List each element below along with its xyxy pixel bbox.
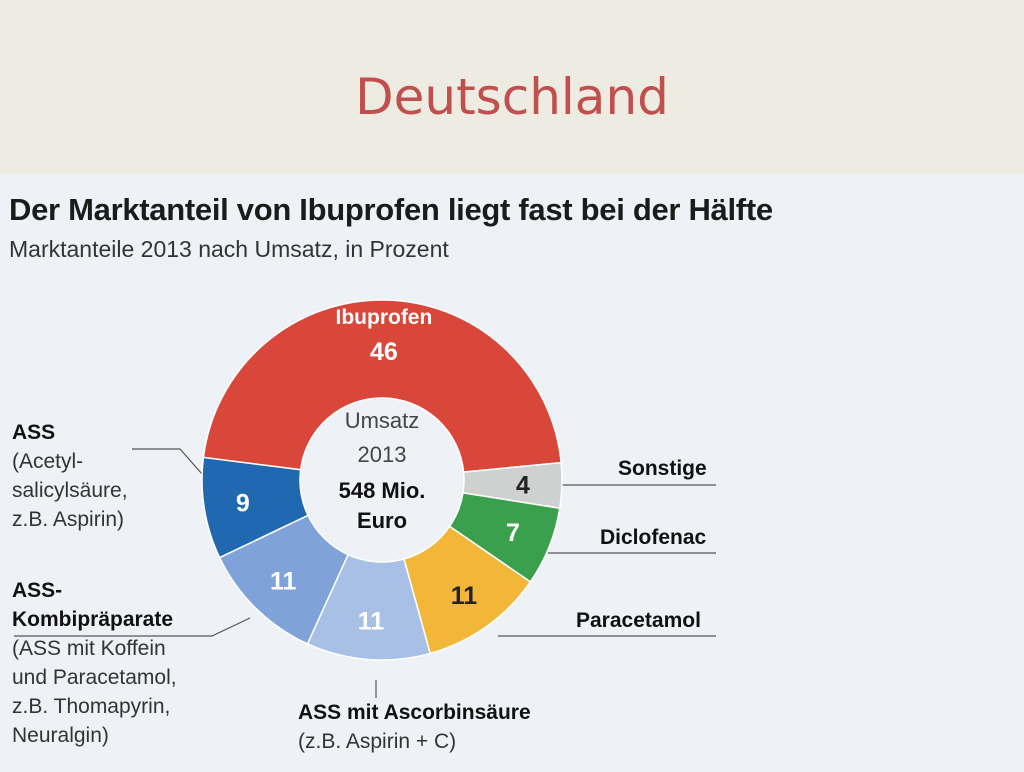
center-text-line-4: Euro <box>357 508 407 533</box>
label-paracetamol-name: Paracetamol <box>576 609 701 632</box>
slice-value-diclofenac: 7 <box>506 519 520 547</box>
legend-label-ass-kombi: ASS-Kombipräparate (ASS mit Koffein und … <box>12 576 222 750</box>
label-diclofenac-name: Diclofenac <box>600 526 707 549</box>
slice-value-ass-kombipraeparate: 11 <box>270 568 297 596</box>
legend-label-paracetamol: Paracetamol <box>576 606 701 635</box>
label-ass-kombi-line-1: (ASS mit Koffein <box>12 637 166 660</box>
donut-chart: Ibuprofen 46 4 7 11 11 11 9 Umsatz 2013 548 Mio. Eu… <box>14 299 716 698</box>
slide-header: Deutschland <box>0 0 1024 174</box>
label-ass-kombi-line-4: Neuralgin) <box>12 724 109 747</box>
legend-label-ass: ASS (Acetyl- salicylsäure, z.B. Aspirin) <box>12 418 128 534</box>
label-ass-ascorbin-name: ASS mit Ascorbinsäure <box>298 701 531 724</box>
label-ass-kombi-line-3: z.B. Thomapyrin, <box>12 695 171 718</box>
label-ass-line-3: z.B. Aspirin) <box>12 508 125 531</box>
legend-label-ass-ascorbin: ASS mit Ascorbinsäure (z.B. Aspirin + C) <box>298 698 531 756</box>
slide-title: Deutschland <box>355 68 669 126</box>
label-ass-line-2: salicylsäure, <box>12 479 128 502</box>
chart-subtitle: Marktanteile 2013 nach Umsatz, in Prozen… <box>9 236 449 262</box>
label-ass-name: ASS <box>12 421 56 444</box>
center-text-line-3: 548 Mio. <box>339 478 426 503</box>
slice-ibuprofen <box>202 299 562 473</box>
slice-value-ibuprofen: 46 <box>370 338 398 366</box>
label-ass-kombi-name: ASS-Kombipräparate <box>12 579 174 631</box>
slice-value-sonstige: 4 <box>516 471 530 499</box>
label-ass-ascorbin-line-1: (z.B. Aspirin + C) <box>298 730 457 753</box>
legend-label-diclofenac: Diclofenac <box>600 523 706 552</box>
slice-value-paracetamol: 11 <box>451 582 478 610</box>
label-ass-line-1: (Acetyl- <box>12 450 84 473</box>
leader-line-kombi <box>14 617 251 637</box>
slice-ass <box>201 456 310 559</box>
center-text-line-2: 2013 <box>358 442 407 467</box>
slice-value-ass-mit-ascorbinsaeure: 11 <box>358 608 385 636</box>
label-ass-kombi-line-2: und Paracetamol, <box>12 666 177 689</box>
slice-value-ass: 9 <box>236 489 250 517</box>
center-text-line-1: Umsatz <box>345 408 420 433</box>
chart-title: Der Marktanteil von Ibuprofen liegt fast… <box>9 192 773 227</box>
label-sonstige-name: Sonstige <box>618 457 707 480</box>
slice-label-ibuprofen: Ibuprofen <box>336 306 433 329</box>
chart-area: Der Marktanteil von Ibuprofen liegt fast… <box>0 174 1024 772</box>
legend-label-sonstige: Sonstige <box>618 454 707 483</box>
